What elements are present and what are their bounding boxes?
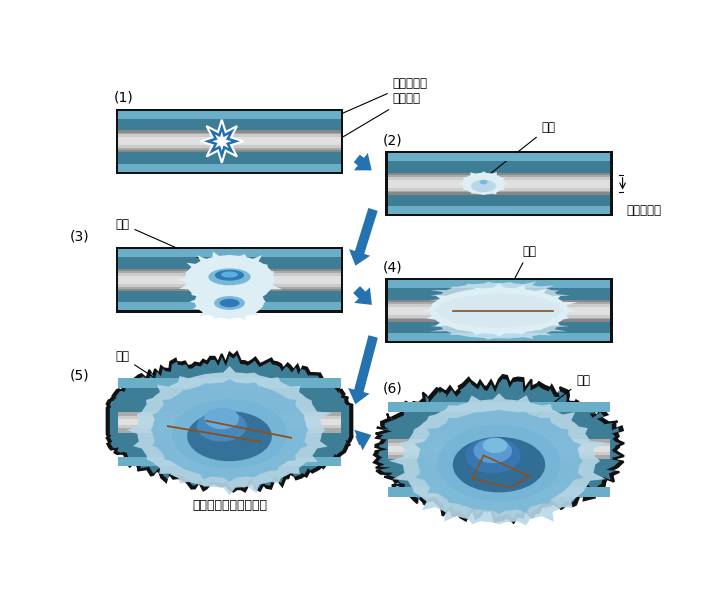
Bar xyxy=(388,206,610,214)
Bar xyxy=(118,250,341,310)
Text: (6): (6) xyxy=(383,382,403,395)
Ellipse shape xyxy=(208,268,251,285)
Bar xyxy=(118,273,341,287)
Polygon shape xyxy=(176,251,282,311)
Text: (2): (2) xyxy=(383,133,402,147)
Bar xyxy=(388,280,610,341)
Polygon shape xyxy=(422,283,578,337)
Text: 竜孔: 竜孔 xyxy=(521,373,590,428)
Bar xyxy=(118,131,341,151)
Bar xyxy=(118,134,341,148)
Polygon shape xyxy=(415,410,584,514)
Bar xyxy=(118,111,341,172)
Polygon shape xyxy=(428,281,571,310)
Bar xyxy=(116,109,343,174)
Bar xyxy=(118,111,341,119)
Text: 瘩痕: 瘩痕 xyxy=(489,121,555,174)
Ellipse shape xyxy=(437,425,560,502)
Bar xyxy=(118,457,341,466)
Bar xyxy=(118,137,341,145)
Ellipse shape xyxy=(215,270,244,281)
Bar xyxy=(388,174,610,193)
Polygon shape xyxy=(212,131,231,151)
Bar xyxy=(388,193,610,194)
Bar xyxy=(388,401,610,412)
Ellipse shape xyxy=(214,296,245,310)
Ellipse shape xyxy=(473,439,512,463)
Bar xyxy=(118,412,341,433)
Polygon shape xyxy=(127,366,332,495)
Bar xyxy=(118,250,341,257)
Bar xyxy=(118,302,341,310)
Text: 尿道粲膜: 尿道粲膜 xyxy=(343,92,420,137)
Polygon shape xyxy=(190,283,266,320)
Bar xyxy=(118,419,341,425)
Text: 瘩痕: 瘩痕 xyxy=(508,245,536,291)
Bar xyxy=(388,173,610,175)
Bar xyxy=(118,379,341,388)
Bar xyxy=(118,270,341,290)
Bar xyxy=(118,164,341,172)
Ellipse shape xyxy=(221,271,238,278)
Text: (3): (3) xyxy=(70,229,89,244)
Bar xyxy=(388,319,610,322)
Bar xyxy=(118,289,341,291)
Ellipse shape xyxy=(480,180,487,184)
Bar xyxy=(118,130,341,133)
Bar xyxy=(388,487,610,497)
Text: 尿道の内腔: 尿道の内腔 xyxy=(626,204,661,217)
Bar xyxy=(118,150,341,152)
Text: 瘩痕: 瘩痕 xyxy=(115,218,212,263)
Polygon shape xyxy=(151,379,308,482)
Bar xyxy=(116,247,343,313)
Bar xyxy=(118,416,341,428)
Bar xyxy=(388,443,610,455)
Polygon shape xyxy=(107,352,352,491)
Ellipse shape xyxy=(172,399,287,469)
Ellipse shape xyxy=(483,438,507,453)
Ellipse shape xyxy=(465,438,521,473)
Polygon shape xyxy=(374,375,624,523)
Bar xyxy=(388,153,610,161)
Polygon shape xyxy=(389,393,606,526)
Ellipse shape xyxy=(196,411,247,442)
Bar xyxy=(388,446,610,452)
Text: (4): (4) xyxy=(383,260,402,274)
Polygon shape xyxy=(471,180,496,193)
Ellipse shape xyxy=(204,408,239,429)
Polygon shape xyxy=(109,355,349,488)
Bar xyxy=(388,300,610,302)
Text: (1): (1) xyxy=(114,91,133,105)
Bar xyxy=(118,276,341,284)
Polygon shape xyxy=(457,172,508,195)
Bar xyxy=(388,333,610,341)
Text: 尿道外への瘩痕の波及: 尿道外への瘩痕の波及 xyxy=(192,499,267,512)
Bar xyxy=(386,278,613,343)
Bar xyxy=(388,177,610,191)
Ellipse shape xyxy=(220,299,239,307)
Text: (5): (5) xyxy=(70,368,89,382)
Bar xyxy=(388,307,610,314)
Text: 瘩痕: 瘩痕 xyxy=(115,350,196,406)
Bar xyxy=(388,304,610,317)
Bar xyxy=(386,151,613,217)
Bar xyxy=(388,439,610,460)
Bar xyxy=(388,280,610,288)
Bar xyxy=(388,180,610,188)
Bar xyxy=(388,301,610,320)
Polygon shape xyxy=(429,311,569,340)
Text: 尿道海綵体: 尿道海綵体 xyxy=(341,77,428,113)
Ellipse shape xyxy=(187,411,272,461)
Polygon shape xyxy=(200,120,244,163)
Bar xyxy=(388,153,610,214)
Polygon shape xyxy=(378,379,621,519)
Ellipse shape xyxy=(453,437,545,493)
Polygon shape xyxy=(433,293,565,328)
Bar xyxy=(118,269,341,271)
